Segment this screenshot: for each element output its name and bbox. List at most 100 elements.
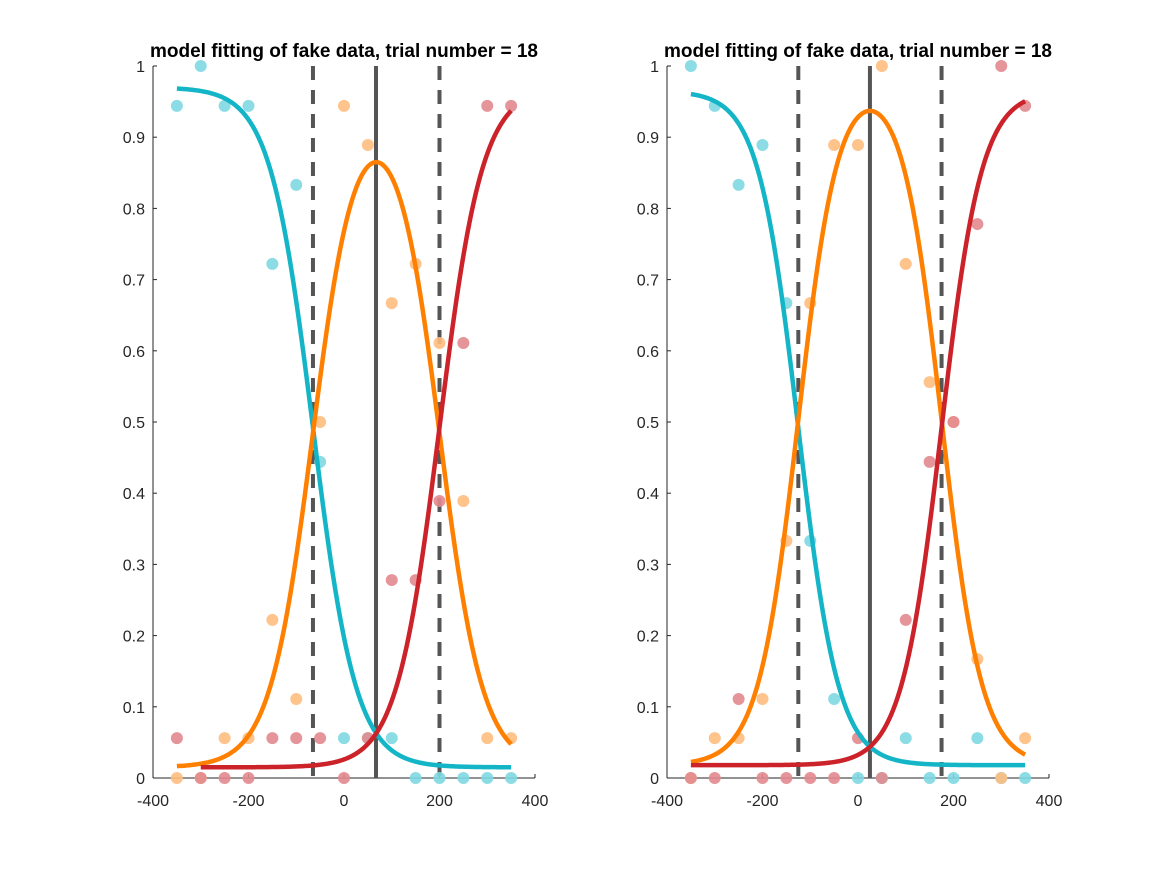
y-tick-label: 0.1 [123, 700, 145, 717]
data-point-series-2 [995, 772, 1008, 784]
y-tick-label: 0.7 [123, 273, 145, 290]
data-point-series-2 [828, 139, 841, 152]
data-point-series-3 [684, 772, 697, 784]
fit-curve-series-1 [176, 86, 512, 770]
data-point-series-2 [290, 692, 303, 705]
y-tick-label: 0.5 [637, 415, 659, 432]
data-point-series-3 [170, 732, 183, 745]
x-tick-label: -400 [137, 793, 169, 810]
y-tick-label: 1 [650, 59, 659, 76]
y-tick-label: 0.8 [637, 201, 659, 218]
fit-curve-series-1 [690, 91, 1026, 768]
data-point-series-3 [218, 772, 231, 784]
data-point-series-1 [684, 60, 697, 72]
data-point-series-3 [756, 772, 769, 784]
chart-panel-1: 0 0.1 0.2 0.3 0.4 0.5 0.6 0.7 0.8 0.9 1 -400 -200 0 20… [123, 41, 549, 810]
y-tick-label: 0.2 [123, 629, 145, 646]
y-tick-label: 0.6 [123, 344, 145, 361]
data-point-series-1 [266, 257, 279, 270]
data-point-series-3 [828, 772, 841, 784]
data-point-series-2 [314, 416, 327, 428]
data-point-series-2 [361, 139, 374, 152]
data-point-series-1 [409, 772, 422, 784]
fit-curve-series-2 [690, 108, 1027, 765]
y-tick-label: 0.4 [637, 486, 659, 503]
data-point-series-2 [756, 692, 769, 705]
data-point-series-2 [385, 297, 398, 310]
data-point-series-3 [433, 495, 446, 508]
y-tick-label: 1 [136, 59, 145, 76]
data-point-series-1 [385, 732, 398, 745]
data-point-series-1 [756, 139, 769, 152]
data-point-series-3 [194, 772, 207, 784]
data-point-series-2 [338, 99, 350, 112]
data-point-series-2 [170, 772, 183, 784]
data-point-series-2 [457, 495, 470, 508]
fit-curve-series-2 [176, 159, 513, 769]
data-point-series-1 [170, 99, 183, 112]
data-point-series-2 [923, 376, 936, 389]
data-point-series-3 [780, 772, 793, 784]
x-tick-label: 0 [340, 793, 349, 810]
data-point-series-3 [804, 772, 817, 784]
data-point-series-1 [457, 772, 470, 784]
data-point-series-3 [290, 732, 303, 745]
y-tick-label: 0.1 [637, 700, 659, 717]
x-tick-label: -200 [746, 793, 778, 810]
y-tick-label: 0.4 [123, 486, 145, 503]
data-point-series-3 [995, 60, 1008, 72]
data-point-series-1 [947, 772, 960, 784]
data-point-series-3 [266, 732, 279, 745]
data-point-series-2 [218, 732, 231, 745]
data-point-series-1 [194, 60, 207, 72]
data-point-series-3 [732, 692, 745, 705]
data-point-series-2 [852, 139, 864, 152]
x-tick-label: -200 [232, 793, 264, 810]
y-tick-label: 0.9 [123, 130, 145, 147]
data-point-series-1 [505, 772, 518, 784]
y-tick-label: 0.2 [637, 629, 659, 646]
data-point-series-3 [899, 613, 912, 626]
data-point-series-2 [708, 732, 721, 745]
x-tick-label: -400 [651, 793, 683, 810]
data-point-series-2 [875, 60, 888, 72]
data-point-series-1 [481, 772, 494, 784]
y-tick-label: 0.7 [637, 273, 659, 290]
x-tick-label: 400 [1036, 793, 1063, 810]
y-tick-label: 0 [136, 771, 145, 788]
chart-title: model fitting of fake data, trial number… [664, 41, 1052, 62]
data-point-series-3 [242, 772, 255, 784]
x-tick-label: 200 [426, 793, 453, 810]
x-tick-label: 400 [522, 793, 549, 810]
data-point-series-1 [338, 732, 350, 745]
data-point-series-3 [708, 772, 721, 784]
data-point-series-3 [457, 336, 470, 349]
data-point-series-3 [923, 455, 936, 468]
data-point-series-3 [971, 218, 984, 231]
data-point-series-2 [1019, 732, 1032, 745]
data-point-series-2 [481, 732, 494, 745]
data-point-series-2 [433, 336, 446, 349]
data-point-series-1 [971, 732, 984, 745]
y-tick-label: 0.5 [123, 415, 145, 432]
data-point-series-1 [290, 178, 303, 191]
y-tick-label: 0.3 [637, 557, 659, 574]
fit-curve-series-3 [690, 99, 1027, 768]
data-point-series-1 [433, 772, 446, 784]
data-point-series-3 [481, 99, 494, 112]
data-point-series-2 [899, 257, 912, 270]
data-point-series-3 [338, 772, 350, 784]
y-tick-label: 0.3 [123, 557, 145, 574]
data-point-series-1 [242, 99, 255, 112]
chart-title: model fitting of fake data, trial number… [150, 41, 538, 62]
data-point-series-1 [732, 178, 745, 191]
data-point-series-3 [314, 732, 327, 745]
data-point-series-1 [923, 772, 936, 784]
fit-curve-series-3 [200, 109, 513, 770]
x-tick-label: 0 [854, 793, 863, 810]
data-point-series-3 [875, 772, 888, 784]
data-point-series-1 [852, 772, 864, 784]
data-point-series-1 [828, 692, 841, 705]
